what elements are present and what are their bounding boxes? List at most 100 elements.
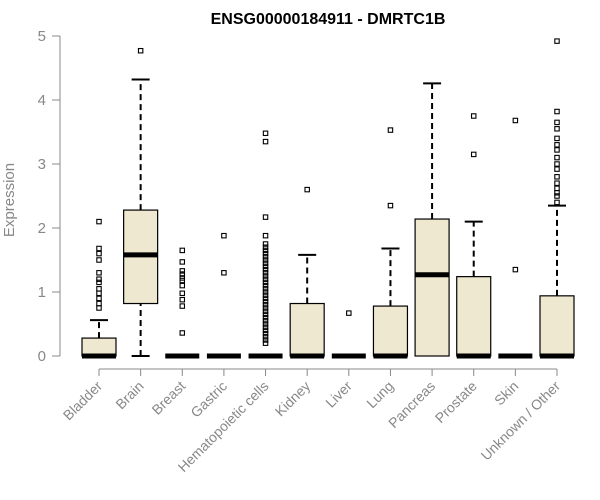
outlier-point <box>262 295 269 302</box>
outlier-point <box>96 245 102 252</box>
iqr-box <box>81 337 117 357</box>
y-tick-label: 0 <box>38 348 46 365</box>
y-tick-label: 2 <box>38 220 46 237</box>
outlier-point <box>96 257 102 263</box>
outlier-point <box>262 314 269 321</box>
outlier-point <box>262 318 269 324</box>
outlier-point <box>554 166 560 172</box>
outlier-point <box>96 276 102 282</box>
box-bladder <box>81 218 117 359</box>
x-tick-label: Skin <box>491 378 522 409</box>
y-tick-label: 4 <box>38 92 46 109</box>
outlier-point <box>512 117 519 124</box>
iqr-box <box>456 276 492 357</box>
iqr-box <box>372 305 409 357</box>
outlier-point <box>554 119 560 126</box>
outlier-point <box>262 241 269 247</box>
outlier-point <box>96 290 102 297</box>
outlier-point <box>262 302 269 308</box>
outlier-point <box>262 292 269 298</box>
outlier-point <box>554 199 560 206</box>
outlier-point <box>262 214 269 220</box>
outlier-point <box>554 142 560 148</box>
outlier-point <box>262 270 269 276</box>
outlier-point <box>262 298 269 305</box>
outlier-point <box>387 202 394 209</box>
outlier-point <box>262 263 269 270</box>
iqr-box <box>414 218 450 357</box>
outlier-point <box>512 266 519 273</box>
outlier-point <box>179 330 186 336</box>
outlier-point <box>262 282 269 289</box>
outlier-point <box>470 113 477 119</box>
outlier-point <box>346 310 352 316</box>
outlier-point <box>554 193 560 199</box>
x-tick-label: Brain <box>112 378 146 412</box>
outlier-point <box>96 218 102 225</box>
outlier-point <box>96 250 102 257</box>
outlier-point <box>554 154 560 161</box>
outlier-point <box>96 305 102 311</box>
outlier-point <box>304 186 310 193</box>
outlier-point <box>179 268 186 274</box>
outlier-point <box>554 161 560 167</box>
outlier-point <box>262 254 269 260</box>
outlier-point <box>96 279 102 286</box>
x-tick-label: Kidney <box>272 378 314 420</box>
x-tick-label: Liver <box>322 378 355 411</box>
outlier-point <box>554 174 560 180</box>
outlier-point <box>179 259 186 265</box>
chart-title: ENSG00000184911 - DMRTC1B <box>211 11 446 28</box>
outlier-point <box>387 127 394 133</box>
x-tick-label: Bladder <box>60 378 106 424</box>
outlier-point <box>262 138 269 145</box>
outlier-point <box>179 290 186 297</box>
box-skin <box>498 117 533 359</box>
outlier-point <box>262 260 269 266</box>
outlier-point <box>262 289 269 295</box>
outlier-point <box>470 151 477 158</box>
outlier-point <box>96 286 102 292</box>
outlier-point <box>179 303 186 309</box>
y-tick-label: 1 <box>38 284 46 301</box>
outlier-point <box>262 247 269 254</box>
y-tick-label: 3 <box>38 156 46 173</box>
outlier-point <box>179 275 186 281</box>
outlier-point <box>221 270 227 276</box>
outlier-point <box>221 232 227 239</box>
outlier-point <box>554 185 560 192</box>
box-liver <box>331 310 366 359</box>
y-axis-label: Expression <box>1 163 18 237</box>
outlier-point <box>262 324 269 330</box>
outlier-point <box>262 305 269 311</box>
outlier-point <box>262 330 269 337</box>
box-prostate <box>456 113 492 359</box>
x-tick-label: Unknown / Other <box>478 378 564 464</box>
outlier-point <box>179 271 186 277</box>
outlier-point <box>554 38 560 44</box>
outlier-point <box>96 295 102 302</box>
iqr-box <box>289 302 325 357</box>
box-unknown-other <box>539 38 575 359</box>
y-axis: 0 1 2 3 4 5 <box>38 28 61 365</box>
outlier-point <box>137 47 144 54</box>
x-tick-label: Lung <box>363 378 396 411</box>
outlier-point <box>554 108 560 115</box>
outlier-point <box>96 270 102 276</box>
outlier-point <box>262 337 269 343</box>
outlier-point <box>262 257 269 263</box>
outlier-point <box>554 126 560 132</box>
outlier-point <box>554 147 560 153</box>
box-lung <box>372 127 409 359</box>
outlier-point <box>262 273 269 279</box>
plot-area <box>81 38 575 359</box>
outlier-point <box>262 250 269 257</box>
outlier-point <box>262 308 269 314</box>
outlier-point <box>179 247 186 254</box>
outlier-point <box>554 135 560 142</box>
outlier-point <box>262 130 269 137</box>
box-pancreas <box>414 82 450 357</box>
box-brain <box>123 47 159 357</box>
outlier-point <box>96 300 102 307</box>
